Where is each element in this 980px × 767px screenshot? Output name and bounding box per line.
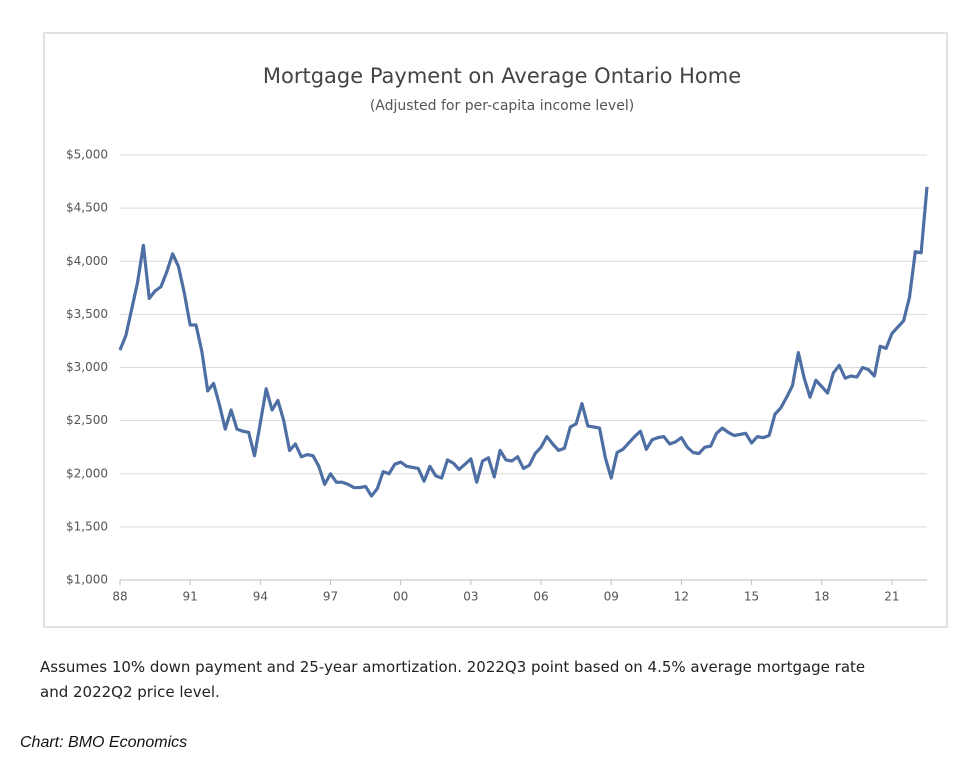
y-tick-label: $2,500 [66, 413, 108, 427]
x-tick-label: 00 [393, 590, 408, 604]
y-tick-label: $4,500 [66, 201, 108, 215]
x-tick-label: 18 [814, 590, 829, 604]
x-tick-label: 94 [253, 590, 268, 604]
x-tick-label: 21 [884, 590, 899, 604]
y-tick-label: $3,500 [66, 307, 108, 321]
x-tick-label: 91 [183, 590, 198, 604]
y-tick-label: $2,000 [66, 466, 108, 480]
y-tick-label: $1,000 [66, 573, 108, 587]
chart-note: Assumes 10% down payment and 25-year amo… [40, 658, 866, 701]
chart-subtitle: (Adjusted for per-capita income level) [370, 98, 634, 114]
y-tick-label: $1,500 [66, 519, 108, 533]
data-line [118, 186, 929, 498]
chart-source: Chart: BMO Economics [20, 734, 187, 751]
x-tick-label: 15 [744, 590, 759, 604]
y-tick-label: $4,000 [66, 254, 108, 268]
chart-frame [43, 32, 948, 628]
x-tick-label: 03 [463, 590, 478, 604]
x-tick-label: 88 [112, 590, 127, 604]
note-box: Assumes 10% down payment and 25-year amo… [40, 658, 866, 701]
y-tick-label: $3,000 [66, 360, 108, 374]
x-tick-label: 97 [323, 590, 338, 604]
x-tick-label: 06 [533, 590, 548, 604]
x-tick-label: 12 [674, 590, 689, 604]
y-tick-label: $5,000 [66, 148, 108, 162]
x-tick-label: 09 [604, 590, 619, 604]
chart-title: Mortgage Payment on Average Ontario Home [263, 64, 741, 88]
